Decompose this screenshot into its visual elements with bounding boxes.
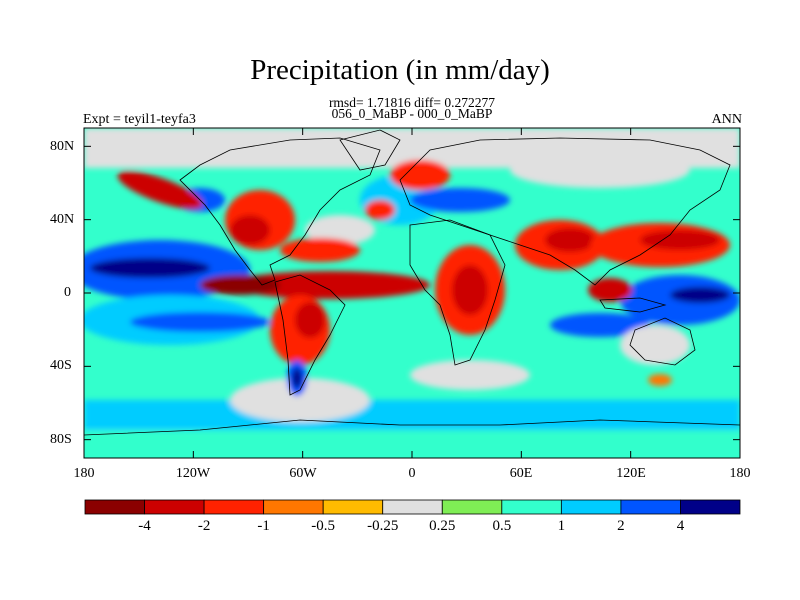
colorbar-label: -4 [138, 518, 151, 534]
colorbar-swatch [680, 499, 741, 515]
colorbar-label: -0.5 [311, 518, 336, 534]
colorbar-swatch [441, 499, 503, 515]
x-tick-label: 120E [616, 466, 646, 481]
axis-ticks [83, 128, 741, 458]
colorbar-label: 0.5 [492, 518, 512, 534]
plot-title: Precipitation (in mm/day) [250, 54, 550, 86]
colorbar-swatch [501, 499, 562, 515]
colorbar-swatch [203, 499, 265, 515]
colorbar-swatch [620, 499, 681, 515]
colorbar-label: 4 [676, 518, 685, 534]
x-tick-label: 180 [73, 466, 95, 481]
x-tick-label: 120W [175, 466, 211, 481]
experiment-label: Expt = teyil1-teyfa3 [83, 112, 196, 127]
colorbar-label: 0.25 [429, 518, 456, 534]
colorbar-label: -0.25 [367, 518, 399, 534]
colorbar-swatch [382, 499, 443, 515]
y-tick-label: 40N [50, 212, 75, 227]
colorbar-swatch [322, 499, 384, 515]
y-tick-label: 0 [64, 285, 71, 300]
colorbar-label: 2 [617, 518, 625, 534]
colorbar-label: -1 [257, 518, 270, 534]
stats-line: rmsd= 1.71816 diff= 0.272277 [328, 95, 496, 110]
coastlines [84, 129, 740, 436]
x-tick-label: 0 [408, 466, 416, 481]
x-tick-label: 60W [289, 466, 317, 481]
cases-line: 056_0_MaBP - 000_0_MaBP [331, 106, 493, 121]
colorbar-swatch [84, 499, 145, 515]
colorbar-swatch [263, 499, 324, 515]
y-tick-label: 80N [50, 139, 75, 154]
y-tick-label: 40S [50, 358, 72, 373]
x-tick-label: 60E [509, 466, 533, 481]
season-label: ANN [711, 112, 742, 127]
colorbar-swatch [560, 499, 622, 515]
x-tick-label: 180 [729, 466, 751, 481]
colorbar-label: -2 [197, 518, 211, 534]
y-tick-label: 80S [50, 432, 72, 447]
colorbar-label: 1 [557, 518, 566, 534]
colorbar-swatch [144, 499, 205, 515]
